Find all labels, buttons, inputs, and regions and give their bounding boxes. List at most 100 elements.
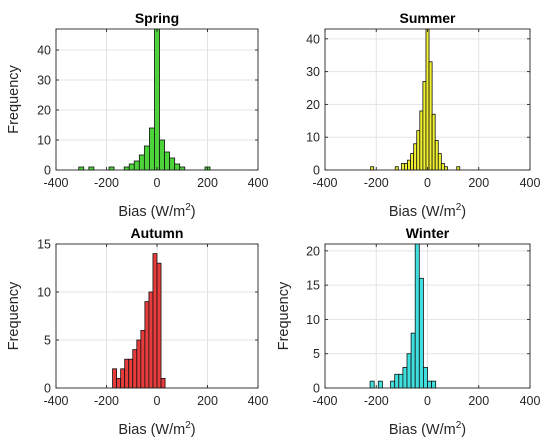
- histogram-bar: [128, 358, 134, 389]
- x-axis-label-close: ): [191, 204, 196, 220]
- x-axis-label-text: Bias (W/m: [389, 422, 456, 438]
- y-tick-label: 20: [37, 104, 51, 118]
- x-axis-label-text: Bias (W/m: [118, 422, 185, 438]
- histogram-bar: [419, 110, 424, 171]
- y-tick-label: 0: [44, 382, 51, 396]
- histogram-bar: [402, 367, 408, 389]
- histogram-bar: [440, 163, 445, 171]
- panel-title: Spring: [135, 10, 179, 26]
- y-tick-label: 10: [306, 131, 320, 145]
- histogram-bar: [369, 380, 375, 389]
- x-tick-label: 0: [424, 176, 431, 190]
- x-axis-label-sup: 2: [456, 202, 462, 213]
- histogram-bar: [410, 153, 415, 171]
- histogram-bar: [159, 139, 165, 171]
- y-axis-label: Frequency: [6, 281, 22, 350]
- histogram-bar: [394, 166, 399, 171]
- y-tick-label: 30: [37, 74, 51, 88]
- histogram-bar: [370, 166, 375, 171]
- histogram-bar: [143, 145, 150, 171]
- histogram-bar: [425, 28, 430, 171]
- histogram-bar: [437, 153, 442, 171]
- panel-title: Winter: [406, 225, 450, 241]
- histogram-bar: [136, 339, 142, 389]
- histogram-bar: [148, 291, 154, 389]
- histogram-bar: [116, 377, 122, 389]
- y-tick-label: 40: [37, 44, 51, 58]
- x-axis-label-close: ): [461, 422, 466, 438]
- histogram-bar: [174, 163, 181, 171]
- panel-title: Summer: [399, 10, 456, 26]
- x-axis-label-text: Bias (W/m: [389, 204, 456, 220]
- y-tick-label: 0: [313, 382, 320, 396]
- histogram-bar: [394, 373, 400, 389]
- x-tick-label: 400: [520, 394, 541, 408]
- histogram-bar: [149, 127, 155, 171]
- x-axis-label: Bias (W/m2): [389, 202, 466, 220]
- x-tick-label: -400: [312, 394, 337, 408]
- x-tick-label: 0: [154, 394, 161, 408]
- histogram-bar: [456, 166, 461, 171]
- histogram-bar: [124, 358, 130, 389]
- panel-title: Autumn: [131, 225, 184, 241]
- y-tick-label: 0: [44, 164, 51, 178]
- y-tick-label: 10: [306, 313, 320, 327]
- histogram-bar: [132, 349, 138, 389]
- histogram-bar: [431, 380, 437, 389]
- histogram-bar: [418, 277, 424, 389]
- histogram-bar: [422, 81, 427, 171]
- y-tick-label: 5: [313, 347, 320, 361]
- x-tick-label: -200: [364, 394, 389, 408]
- histogram-bar: [410, 332, 416, 389]
- histogram-bar: [428, 61, 433, 171]
- x-tick-label: 400: [520, 176, 541, 190]
- histogram-bar: [444, 166, 448, 171]
- x-tick-label: -400: [43, 176, 68, 190]
- histogram-bar: [133, 160, 140, 171]
- histogram-bar: [144, 301, 150, 389]
- x-axis-label: Bias (W/m2): [118, 420, 195, 438]
- x-tick-label: -200: [94, 176, 119, 190]
- histogram-bar: [427, 380, 432, 389]
- y-axis-label: Frequency: [6, 65, 22, 134]
- histogram-bar: [413, 143, 418, 171]
- y-tick-label: 40: [306, 32, 320, 46]
- x-tick-label: 400: [248, 176, 269, 190]
- x-tick-label: 0: [424, 394, 431, 408]
- y-axis-label: Frequency: [276, 281, 292, 350]
- x-axis-label-close: ): [191, 422, 196, 438]
- x-tick-label: -400: [43, 394, 68, 408]
- x-axis-label: Bias (W/m2): [118, 202, 195, 220]
- x-axis-label-sup: 2: [185, 420, 191, 431]
- x-axis-label-text: Bias (W/m: [118, 204, 185, 220]
- histogram-bar: [156, 262, 162, 389]
- y-tick-label: 5: [44, 334, 51, 348]
- x-tick-label: 200: [468, 394, 489, 408]
- histogram-bar: [112, 368, 117, 389]
- y-tick-label: 20: [306, 244, 320, 258]
- histogram-bar: [416, 130, 421, 171]
- histogram-bar: [169, 157, 176, 171]
- x-axis-label-close: ): [461, 204, 466, 220]
- histogram-bar: [407, 159, 411, 171]
- y-tick-label: 10: [37, 286, 51, 300]
- histogram-bar: [120, 368, 126, 389]
- x-tick-label: 400: [248, 394, 269, 408]
- histogram-bar: [414, 243, 420, 389]
- histogram-bar: [140, 329, 146, 389]
- x-tick-label: -200: [94, 394, 119, 408]
- x-axis-label: Bias (W/m2): [389, 420, 466, 438]
- histogram-bar: [400, 163, 405, 171]
- histogram-bar: [138, 154, 145, 171]
- x-axis-label-sup: 2: [456, 420, 462, 431]
- y-tick-label: 30: [306, 65, 320, 79]
- histogram-bar: [164, 151, 171, 171]
- histogram-bar: [404, 163, 408, 171]
- histogram-bar: [422, 367, 428, 389]
- panel-summer: -400 -200 0 200 400 0 10 20 30 40 Summer Bias (W/m2…: [306, 10, 540, 220]
- histogram-bar: [160, 377, 166, 389]
- panel-winter: -400 -200 0 200 400 0 5 10 15 20 Winter Bias (W/m2)…: [276, 225, 540, 438]
- x-tick-label: 200: [197, 176, 218, 190]
- histogram-bar: [377, 380, 383, 389]
